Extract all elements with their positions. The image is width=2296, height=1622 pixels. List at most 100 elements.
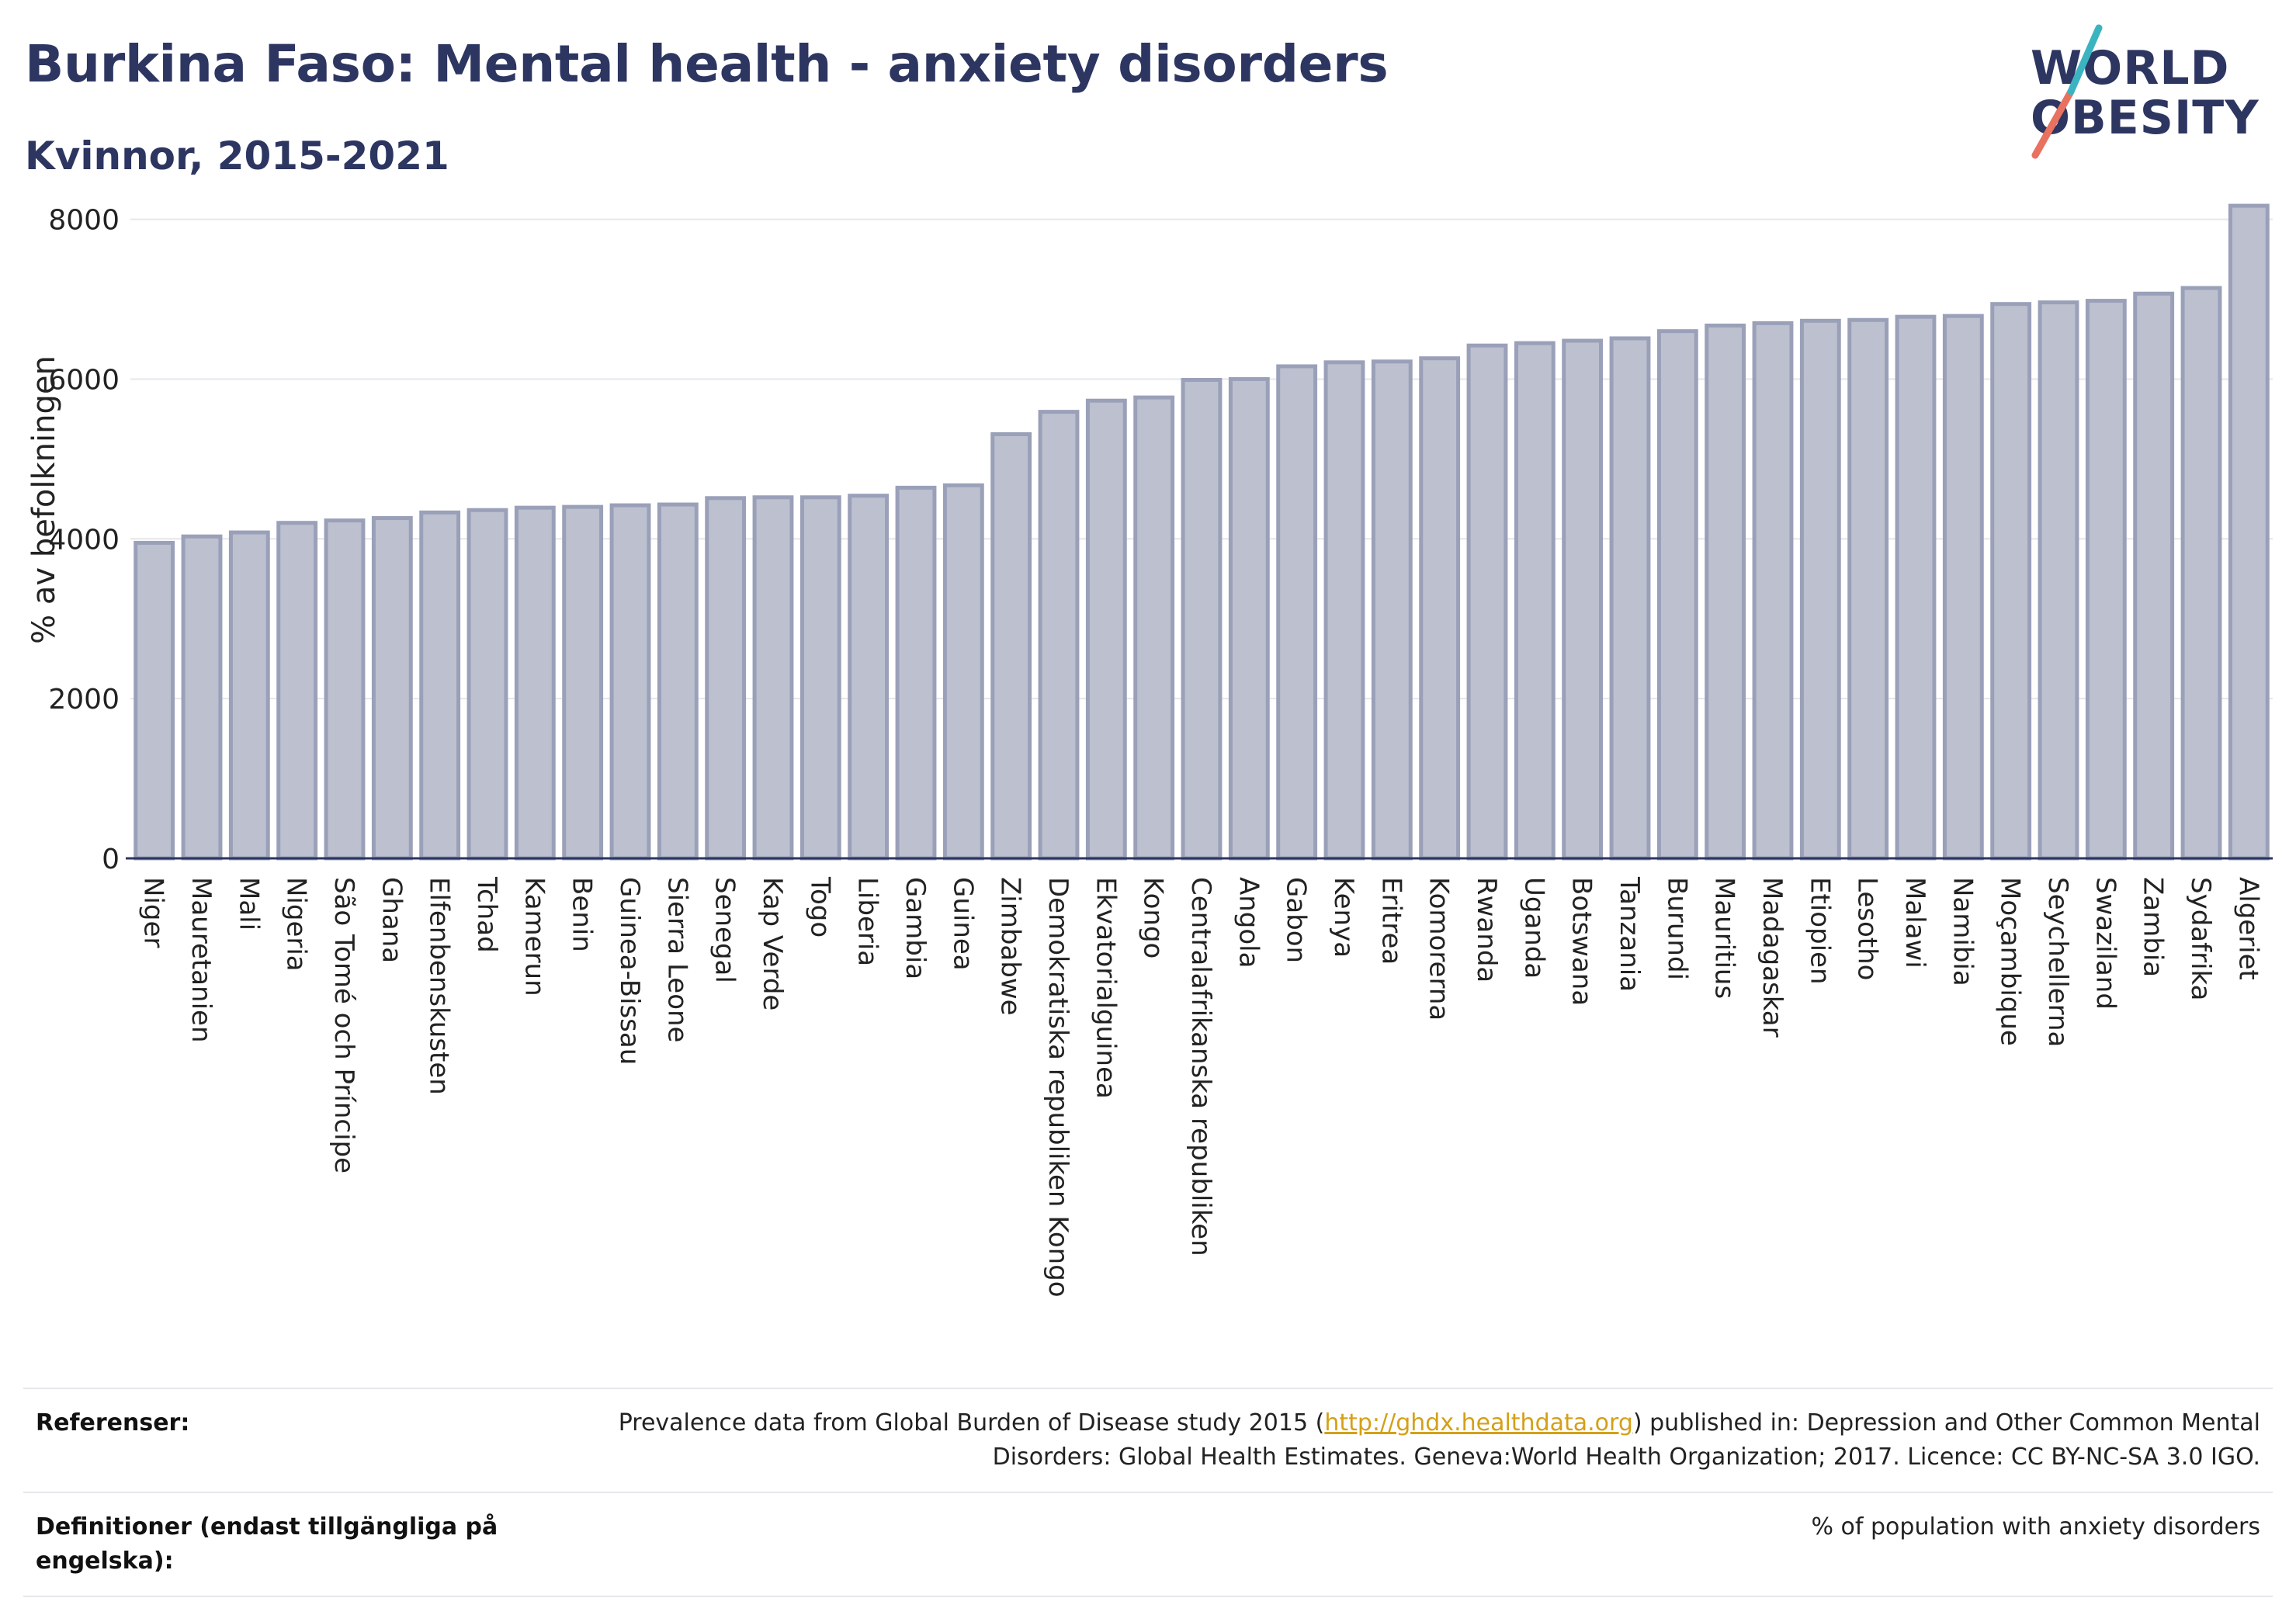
x-tick-label: Uganda (1518, 877, 1549, 979)
bar[interactable] (1847, 317, 1889, 861)
footer-divider (23, 1388, 2273, 1389)
x-tick-label: Mali (233, 877, 264, 931)
definitions-label: Definitioner (endast tillgängliga på eng… (36, 1513, 498, 1575)
y-axis-label: % av befolkningen (26, 355, 62, 644)
bar[interactable] (2180, 286, 2222, 861)
bar[interactable] (1133, 395, 1175, 861)
references-text: Prevalence data from Global Burden of Di… (553, 1406, 2260, 1475)
x-tick-label: Kenya (1328, 877, 1359, 958)
footer-divider (23, 1492, 2273, 1493)
bar[interactable] (371, 516, 413, 861)
x-tick-label: Moçambique (1995, 877, 2026, 1046)
x-tick-label: Ekvatorialguinea (1090, 877, 1121, 1099)
bar[interactable] (609, 503, 651, 861)
bar[interactable] (705, 496, 747, 861)
bar[interactable] (228, 530, 270, 861)
bar[interactable] (1228, 376, 1270, 861)
bar[interactable] (1038, 410, 1080, 861)
y-tick-labels: 0 2000 4000 6000 8000 (48, 205, 120, 875)
y-tick-label: 2000 (48, 684, 120, 716)
x-tick-label: Lesotho (1852, 877, 1883, 980)
bar[interactable] (942, 483, 984, 861)
bar[interactable] (1419, 356, 1461, 861)
bar[interactable] (324, 518, 366, 861)
footer: Referenser: Prevalence data from Global … (23, 1388, 2273, 1597)
definitions-row: Definitioner (endast tillgängliga på eng… (23, 1493, 2273, 1596)
bar[interactable] (419, 510, 461, 861)
x-tick-label: Rwanda (1471, 877, 1502, 983)
bar[interactable] (2038, 300, 2079, 861)
x-tick-label: Angola (1233, 877, 1264, 968)
bar[interactable] (1562, 338, 1604, 861)
x-tick-label: Guinea (947, 877, 978, 971)
bar[interactable] (181, 534, 223, 861)
bar[interactable] (895, 485, 937, 861)
bar[interactable] (1895, 314, 1937, 861)
references-text-start: Prevalence data from Global Burden of Di… (618, 1409, 1325, 1437)
bar[interactable] (1990, 302, 2032, 861)
x-tick-label: Mauritius (1709, 877, 1740, 999)
bar[interactable] (657, 502, 699, 861)
bar[interactable] (1371, 359, 1413, 861)
bar[interactable] (752, 495, 794, 861)
bar[interactable] (1752, 321, 1794, 861)
x-tick-label: Kamerun (519, 877, 550, 996)
bar[interactable] (1799, 318, 1841, 861)
chart-subtitle: Kvinnor, 2015-2021 (25, 133, 449, 178)
world-obesity-logo: WORLD OBESITY (2018, 23, 2282, 163)
bar[interactable] (799, 495, 841, 861)
bar[interactable] (990, 431, 1032, 861)
references-row: Referenser: Prevalence data from Global … (23, 1389, 2273, 1492)
x-tick-label: Zambia (2138, 877, 2169, 977)
x-tick-label: Swaziland (2090, 877, 2121, 1010)
bars (134, 203, 2270, 861)
bar[interactable] (2228, 203, 2270, 861)
bar[interactable] (1276, 364, 1318, 861)
bar[interactable] (1323, 360, 1365, 861)
x-tick-label: Komorerna (1424, 877, 1455, 1021)
y-tick-label: 8000 (48, 205, 120, 237)
x-tick-label: Sydafrika (2185, 877, 2216, 1000)
bar[interactable] (1466, 343, 1508, 861)
x-tick-label: Botswana (1566, 877, 1597, 1006)
x-tick-label: Gabon (1281, 877, 1312, 963)
x-tick-label: Senegal (709, 877, 740, 983)
bar[interactable] (514, 505, 556, 861)
bar[interactable] (134, 540, 175, 861)
x-tick-label: Togo (804, 876, 835, 938)
bar[interactable] (2133, 291, 2175, 861)
x-tick-label: Burundi (1661, 877, 1692, 980)
bar[interactable] (2085, 299, 2127, 861)
bar[interactable] (1942, 314, 1984, 861)
bar[interactable] (1609, 336, 1651, 861)
x-tick-label: Centralafrikanska republiken (1185, 877, 1216, 1256)
x-tick-label: Mauretanien (186, 877, 217, 1043)
x-tick-label: Liberia (852, 877, 883, 966)
footer-divider (23, 1596, 2273, 1597)
x-tick-label: Benin (567, 877, 598, 952)
x-tick-label: Etiopien (1804, 877, 1835, 985)
x-tick-label: Ghana (376, 877, 407, 963)
references-label: Referenser: (36, 1409, 190, 1437)
bar[interactable] (276, 521, 318, 861)
x-tick-label: Kongo (1138, 877, 1169, 958)
x-tick-label: Tanzania (1614, 876, 1645, 992)
bar[interactable] (848, 494, 890, 861)
x-tick-label: Kap Verde (757, 877, 788, 1010)
bar[interactable] (1514, 341, 1556, 861)
bar[interactable] (1656, 329, 1698, 861)
x-tick-label: Sierra Leone (661, 877, 692, 1042)
bar[interactable] (562, 504, 604, 861)
bar[interactable] (1181, 377, 1223, 861)
x-tick-label: Elfenbenskusten (424, 877, 455, 1095)
bar[interactable] (1705, 323, 1746, 861)
y-tick-label: 0 (102, 844, 120, 875)
x-tick-label: Algeriet (2232, 877, 2263, 980)
x-tick-label: Nigeria (281, 877, 312, 972)
bar[interactable] (1085, 398, 1127, 861)
x-tick-label: Tchad (471, 876, 502, 953)
y-tick-label: 6000 (48, 364, 120, 396)
references-link[interactable]: http://ghdx.healthdata.org (1324, 1409, 1633, 1437)
bar[interactable] (466, 508, 508, 861)
